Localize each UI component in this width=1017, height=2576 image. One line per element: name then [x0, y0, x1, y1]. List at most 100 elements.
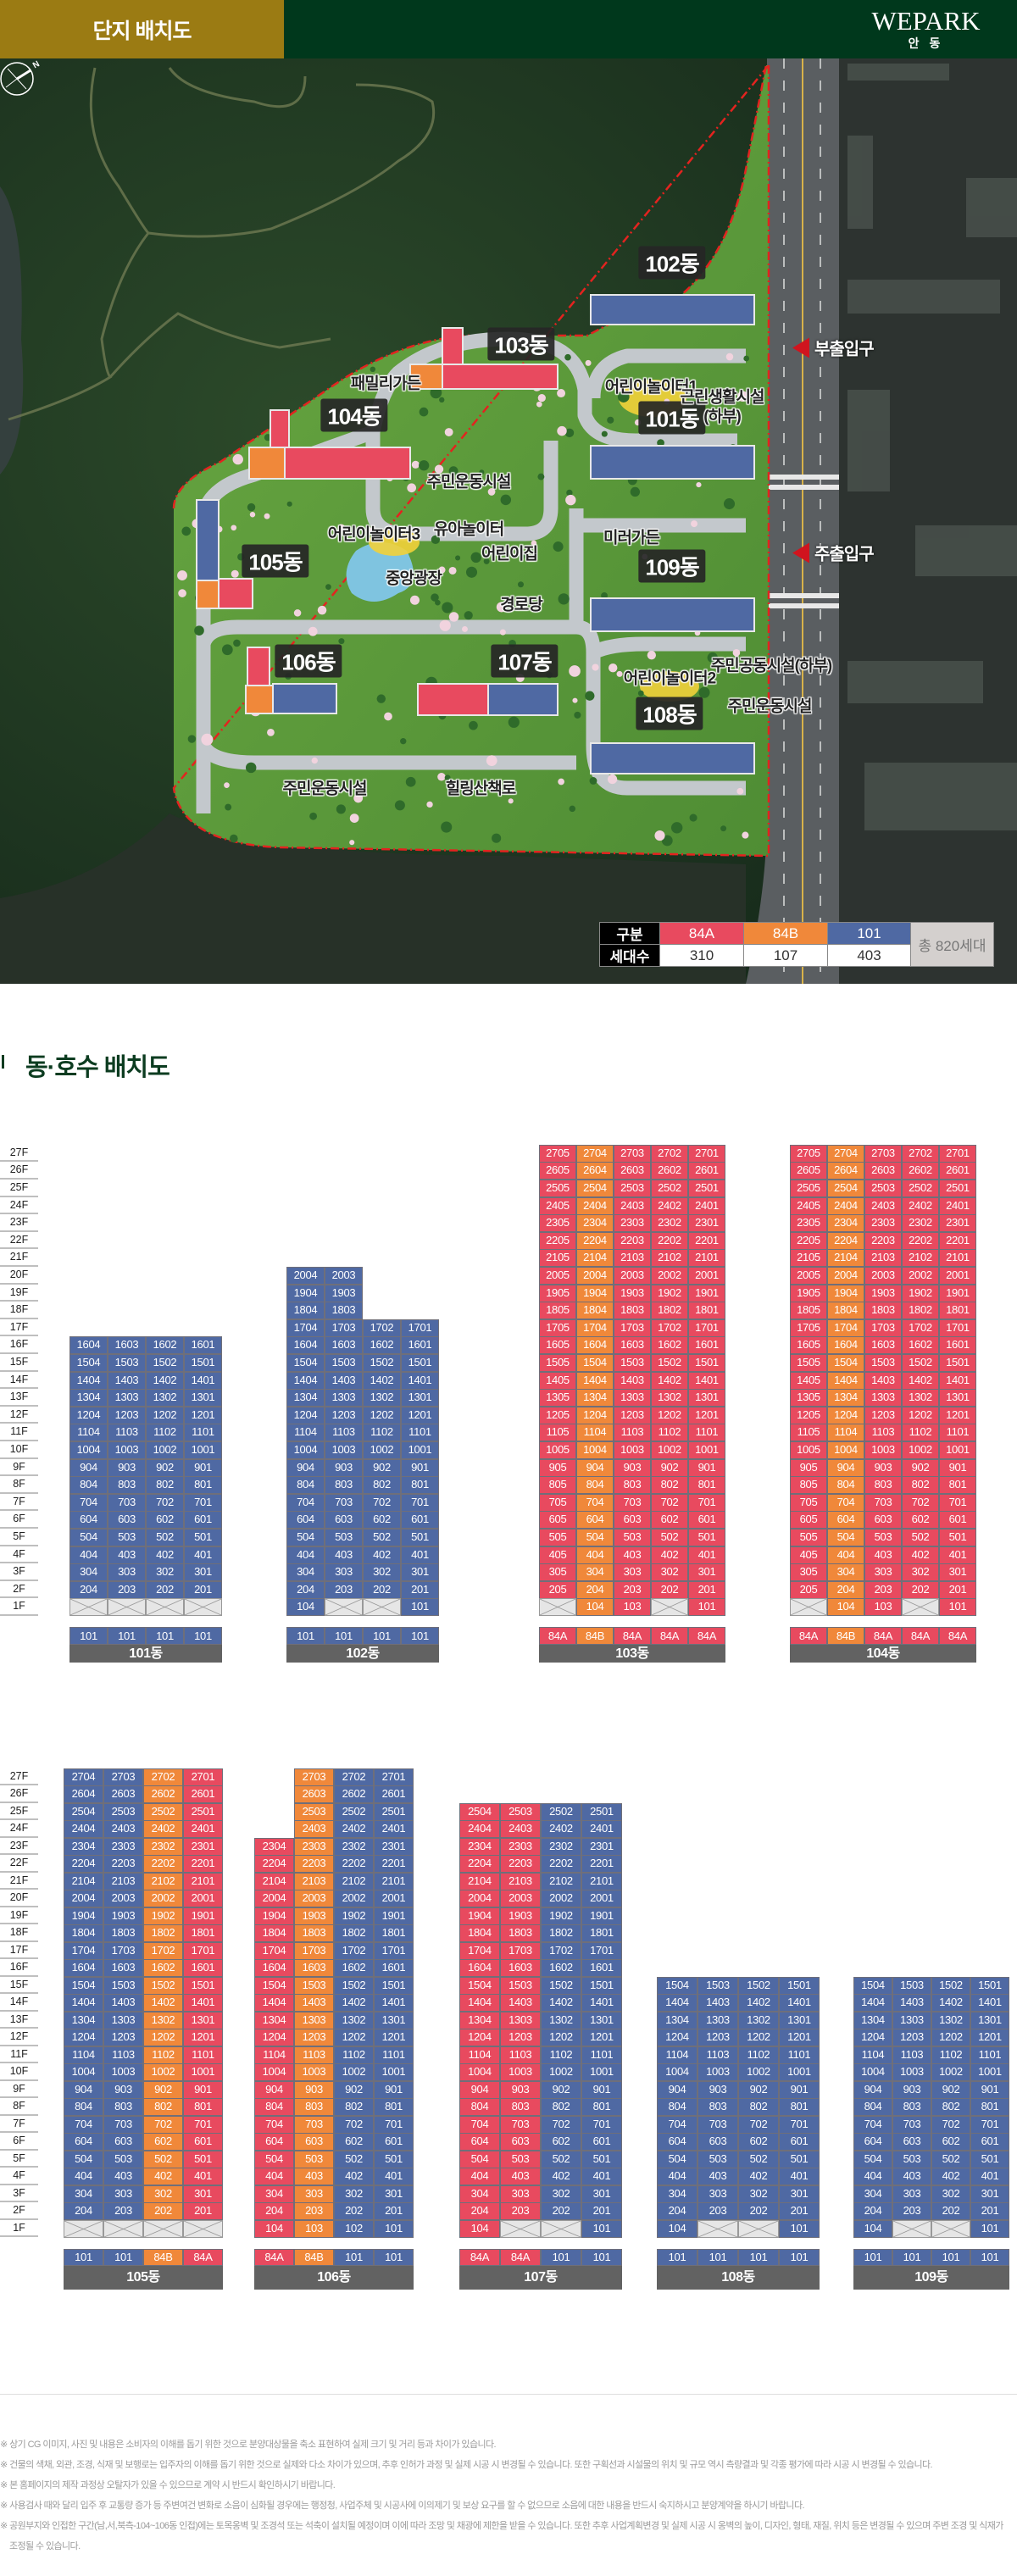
- unit-cell[interactable]: 1101: [688, 1424, 725, 1442]
- unit-cell[interactable]: 1702: [651, 1319, 688, 1337]
- unit-cell[interactable]: 804: [827, 1476, 864, 1495]
- unit-cell[interactable]: 1303: [892, 2011, 931, 2029]
- unit-cell[interactable]: 2103: [614, 1249, 651, 1268]
- unit-cell[interactable]: 1502: [363, 1354, 401, 1373]
- unit-cell[interactable]: 1902: [143, 1907, 183, 1925]
- unit-cell[interactable]: 504: [576, 1529, 614, 1547]
- unit-cell[interactable]: 304: [64, 2185, 103, 2203]
- unit-cell[interactable]: 2503: [500, 1802, 541, 1821]
- unit-cell[interactable]: 804: [64, 2098, 103, 2116]
- unit-cell[interactable]: 203: [892, 2202, 931, 2220]
- unit-cell[interactable]: 2101: [688, 1249, 725, 1268]
- unit-cell[interactable]: 1603: [864, 1336, 902, 1355]
- unit-cell[interactable]: 202: [902, 1580, 939, 1599]
- unit-cell[interactable]: 1202: [146, 1406, 184, 1424]
- unit-cell[interactable]: 804: [254, 2098, 294, 2116]
- unit-cell[interactable]: 702: [363, 1493, 401, 1512]
- unit-cell[interactable]: 1504: [286, 1354, 325, 1373]
- unit-cell[interactable]: 2003: [614, 1267, 651, 1285]
- unit-cell[interactable]: 1103: [864, 1424, 902, 1442]
- unit-cell[interactable]: 404: [853, 2168, 892, 2185]
- unit-cell[interactable]: 2203: [103, 1855, 143, 1873]
- unit-cell[interactable]: 2005: [539, 1267, 576, 1285]
- unit-cell[interactable]: 1204: [576, 1406, 614, 1424]
- unit-cell[interactable]: 504: [286, 1529, 325, 1547]
- unit-cell[interactable]: 1304: [576, 1389, 614, 1407]
- unit-cell[interactable]: 1705: [790, 1319, 827, 1337]
- unit-cell[interactable]: 2503: [103, 1802, 143, 1821]
- unit-cell[interactable]: 804: [853, 2098, 892, 2116]
- unit-cell[interactable]: 2001: [939, 1267, 976, 1285]
- unit-cell[interactable]: 1204: [286, 1406, 325, 1424]
- unit-cell[interactable]: 305: [790, 1563, 827, 1582]
- unit-cell[interactable]: 1404: [254, 1994, 294, 2012]
- unit-cell[interactable]: 1601: [374, 1959, 414, 1977]
- unit-cell[interactable]: 1203: [103, 2029, 143, 2046]
- unit-cell[interactable]: 1501: [401, 1354, 439, 1373]
- unit-cell[interactable]: 101: [401, 1598, 439, 1617]
- unit-cell[interactable]: 904: [827, 1458, 864, 1477]
- unit-cell[interactable]: 1801: [688, 1302, 725, 1320]
- unit-cell[interactable]: 1903: [500, 1907, 541, 1925]
- unit-cell[interactable]: 401: [970, 2168, 1009, 2185]
- unit-cell[interactable]: 803: [697, 2098, 738, 2116]
- unit-cell[interactable]: 1404: [853, 1994, 892, 2012]
- unit-cell[interactable]: 1803: [103, 1924, 143, 1942]
- building-name-bar[interactable]: 105동: [64, 2266, 223, 2290]
- unit-cell[interactable]: 202: [334, 2202, 374, 2220]
- unit-cell[interactable]: 1003: [103, 2063, 143, 2081]
- unit-cell[interactable]: 2205: [790, 1231, 827, 1250]
- unit-cell[interactable]: 1503: [108, 1354, 146, 1373]
- unit-cell[interactable]: 1702: [541, 1941, 581, 1960]
- unit-cell[interactable]: 2303: [294, 1837, 334, 1856]
- unit-cell[interactable]: 704: [254, 2115, 294, 2134]
- unit-cell[interactable]: 2004: [576, 1267, 614, 1285]
- unit-cell[interactable]: 204: [459, 2202, 500, 2220]
- unit-cell[interactable]: 604: [576, 1511, 614, 1530]
- unit-cell[interactable]: 202: [738, 2202, 779, 2220]
- unit-cell[interactable]: 601: [779, 2133, 820, 2151]
- unit-cell[interactable]: 103: [614, 1598, 651, 1617]
- unit-cell[interactable]: 2104: [254, 1872, 294, 1890]
- unit-cell[interactable]: 2402: [651, 1196, 688, 1215]
- unit-cell[interactable]: 1703: [294, 1941, 334, 1960]
- unit-cell[interactable]: 2501: [581, 1802, 622, 1821]
- unit-cell[interactable]: 2301: [688, 1214, 725, 1233]
- unit-cell[interactable]: 1605: [539, 1336, 576, 1355]
- unit-cell[interactable]: 1404: [459, 1994, 500, 2012]
- unit-cell[interactable]: 301: [939, 1563, 976, 1582]
- unit-cell[interactable]: 903: [325, 1458, 363, 1477]
- unit-cell[interactable]: 1002: [902, 1441, 939, 1460]
- unit-cell[interactable]: 201: [688, 1580, 725, 1599]
- unit-cell[interactable]: 503: [325, 1529, 363, 1547]
- unit-cell[interactable]: 1904: [576, 1284, 614, 1302]
- unit-cell[interactable]: 1002: [541, 2063, 581, 2081]
- unit-cell[interactable]: 2103: [103, 1872, 143, 1890]
- unit-cell[interactable]: 1401: [581, 1994, 622, 2012]
- unit-cell[interactable]: 104: [827, 1598, 864, 1617]
- building-name-bar[interactable]: 101동: [69, 1645, 222, 1663]
- unit-cell[interactable]: 1103: [325, 1424, 363, 1442]
- unit-cell[interactable]: 2401: [688, 1196, 725, 1215]
- unit-cell[interactable]: 1102: [541, 2046, 581, 2064]
- unit-cell[interactable]: 404: [64, 2168, 103, 2185]
- unit-cell[interactable]: 1002: [651, 1441, 688, 1460]
- unit-cell[interactable]: 1904: [254, 1907, 294, 1925]
- unit-cell[interactable]: 1903: [325, 1284, 363, 1302]
- unit-cell[interactable]: 801: [184, 1476, 222, 1495]
- unit-cell[interactable]: 605: [539, 1511, 576, 1530]
- unit-cell[interactable]: 903: [108, 1458, 146, 1477]
- unit-cell[interactable]: 703: [294, 2115, 334, 2134]
- unit-cell[interactable]: 2201: [581, 1855, 622, 1873]
- site-label-104[interactable]: 104동: [320, 398, 388, 432]
- unit-cell[interactable]: 604: [827, 1511, 864, 1530]
- unit-cell[interactable]: 801: [688, 1476, 725, 1495]
- unit-cell[interactable]: 103: [864, 1598, 902, 1617]
- unit-cell[interactable]: 1601: [183, 1959, 223, 1977]
- unit-cell[interactable]: 1601: [581, 1959, 622, 1977]
- unit-cell[interactable]: 801: [183, 2098, 223, 2116]
- unit-cell[interactable]: 1704: [827, 1319, 864, 1337]
- unit-cell[interactable]: 2002: [334, 1890, 374, 1907]
- unit-cell[interactable]: 1701: [688, 1319, 725, 1337]
- unit-cell[interactable]: 2001: [183, 1890, 223, 1907]
